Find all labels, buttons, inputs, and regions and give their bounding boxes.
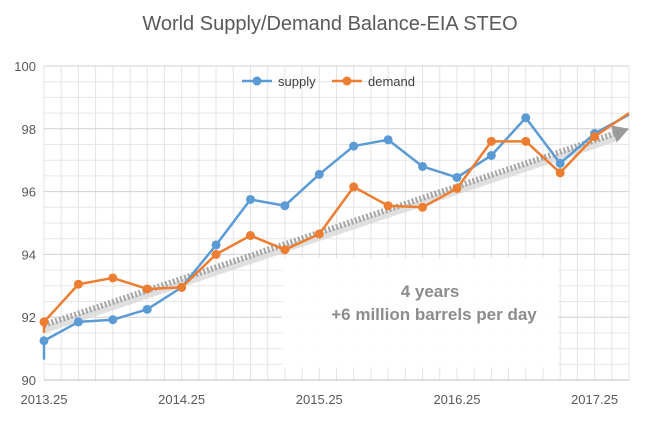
x-tick-label: 2013.25 [21,392,68,407]
legend-item-demand: demand [332,74,415,89]
chart-title: World Supply/Demand Balance-EIA STEO [142,13,517,35]
trend-arrow [42,125,629,333]
data-point-demand [73,279,83,289]
y-tick-label: 90 [22,373,36,388]
data-point-supply [245,194,255,204]
data-point-demand [108,273,118,283]
data-point-supply [486,150,496,160]
trend-shadow [42,133,622,333]
x-tick-label: 2014.25 [158,392,205,407]
trend-arrowhead [610,125,629,143]
data-point-supply [142,304,152,314]
y-axis-tick-labels: 90 92 94 96 98 100 [14,59,36,388]
data-point-supply [39,336,49,346]
data-point-supply [349,141,359,151]
annotation-line-2: +6 million barrels per day [331,305,537,324]
data-point-supply [521,113,531,123]
data-point-demand [142,284,152,294]
data-point-supply [452,172,462,182]
data-point-supply [418,161,428,171]
data-point-supply [314,169,324,179]
data-point-demand [280,245,290,255]
data-point-demand [452,183,462,193]
legend-label-supply: supply [278,74,316,89]
data-point-demand [486,136,496,146]
data-point-supply [280,201,290,211]
x-tick-label: 2015.25 [296,392,343,407]
trend-line [43,130,617,328]
data-point-demand [349,182,359,192]
data-point-demand [590,132,600,142]
data-point-demand [177,282,187,292]
y-tick-label: 94 [22,247,36,262]
x-axis-tick-labels: 2013.25 2014.25 2015.25 2016.25 2017.25 [21,392,619,407]
data-point-demand [418,202,428,212]
data-point-supply [555,158,565,168]
data-point-demand [555,168,565,178]
data-point-supply [73,317,83,327]
series-layer [39,112,630,360]
annotation-line-1: 4 years [401,282,460,301]
legend-item-supply: supply [242,74,316,89]
data-point-supply [383,135,393,145]
y-tick-label: 92 [22,310,36,325]
data-point-demand [521,136,531,146]
data-point-demand [211,249,221,259]
legend-label-demand: demand [368,74,415,89]
data-point-supply [211,240,221,250]
data-point-demand [39,317,49,327]
data-point-demand [314,229,324,239]
y-tick-label: 96 [22,185,36,200]
data-point-supply [108,315,118,325]
x-tick-label: 2016.25 [433,392,480,407]
annotation-box [282,258,558,368]
data-point-demand [383,201,393,211]
data-point-demand [245,231,255,241]
legend: supply demand [242,74,415,89]
y-tick-label: 100 [14,59,36,74]
x-tick-label: 2017.25 [571,392,618,407]
y-tick-label: 98 [22,122,36,137]
